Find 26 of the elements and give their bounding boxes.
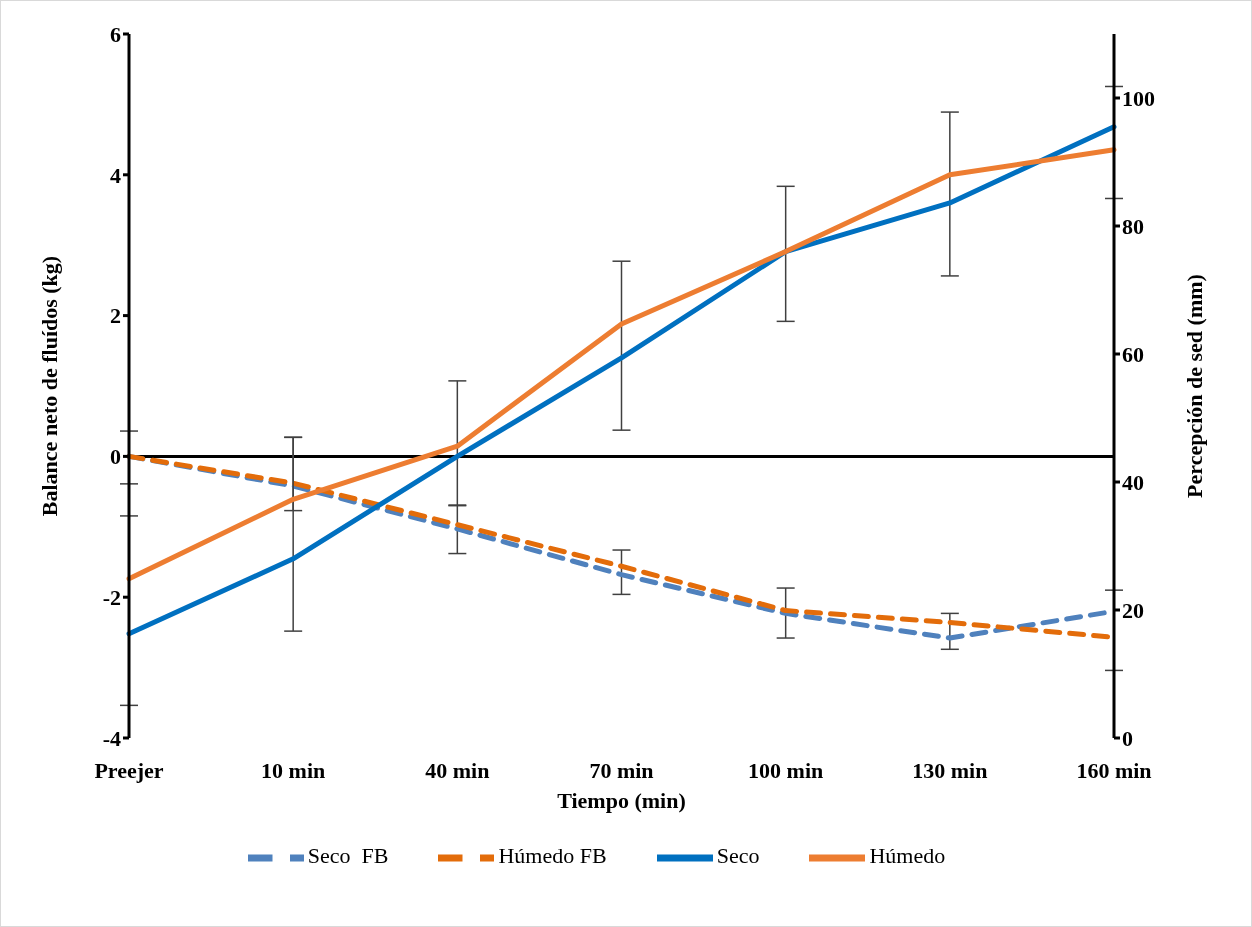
y-tick-label: 6 bbox=[110, 21, 121, 47]
x-axis-title: Tiempo (min) bbox=[557, 788, 686, 813]
y-tick-label: -2 bbox=[102, 585, 121, 611]
y2-tick-label: 0 bbox=[1122, 725, 1133, 751]
x-tick-label: 10 min bbox=[261, 757, 326, 783]
legend-label: Húmedo FB bbox=[498, 843, 607, 869]
x-tick-label: 70 min bbox=[589, 757, 654, 783]
legend-label: Seco FB bbox=[307, 843, 389, 869]
y2-tick-label: 20 bbox=[1122, 597, 1144, 623]
y-tick-label: 4 bbox=[110, 162, 121, 188]
y-tick-label: -4 bbox=[102, 725, 121, 751]
legend-label: Húmedo bbox=[869, 843, 946, 869]
legend-label: Seco bbox=[716, 843, 760, 869]
x-tick-label: Preejer bbox=[94, 757, 164, 783]
x-tick-label: 40 min bbox=[425, 757, 490, 783]
y-tick-label: 2 bbox=[110, 303, 121, 329]
y2-tick-label: 80 bbox=[1122, 213, 1144, 239]
x-tick-label: 160 min bbox=[1076, 757, 1152, 783]
x-tick-label: 100 min bbox=[748, 757, 824, 783]
y2-tick-label: 40 bbox=[1122, 469, 1144, 495]
x-tick-label: 130 min bbox=[912, 757, 988, 783]
y2-tick-label: 100 bbox=[1122, 85, 1155, 111]
y-axis-title: Balance neto de fluídos (kg) bbox=[36, 255, 62, 517]
y-tick-label: 0 bbox=[110, 444, 121, 470]
y2-axis-title: Percepción de sed (mm) bbox=[1181, 274, 1207, 498]
y2-tick-label: 60 bbox=[1122, 341, 1144, 367]
